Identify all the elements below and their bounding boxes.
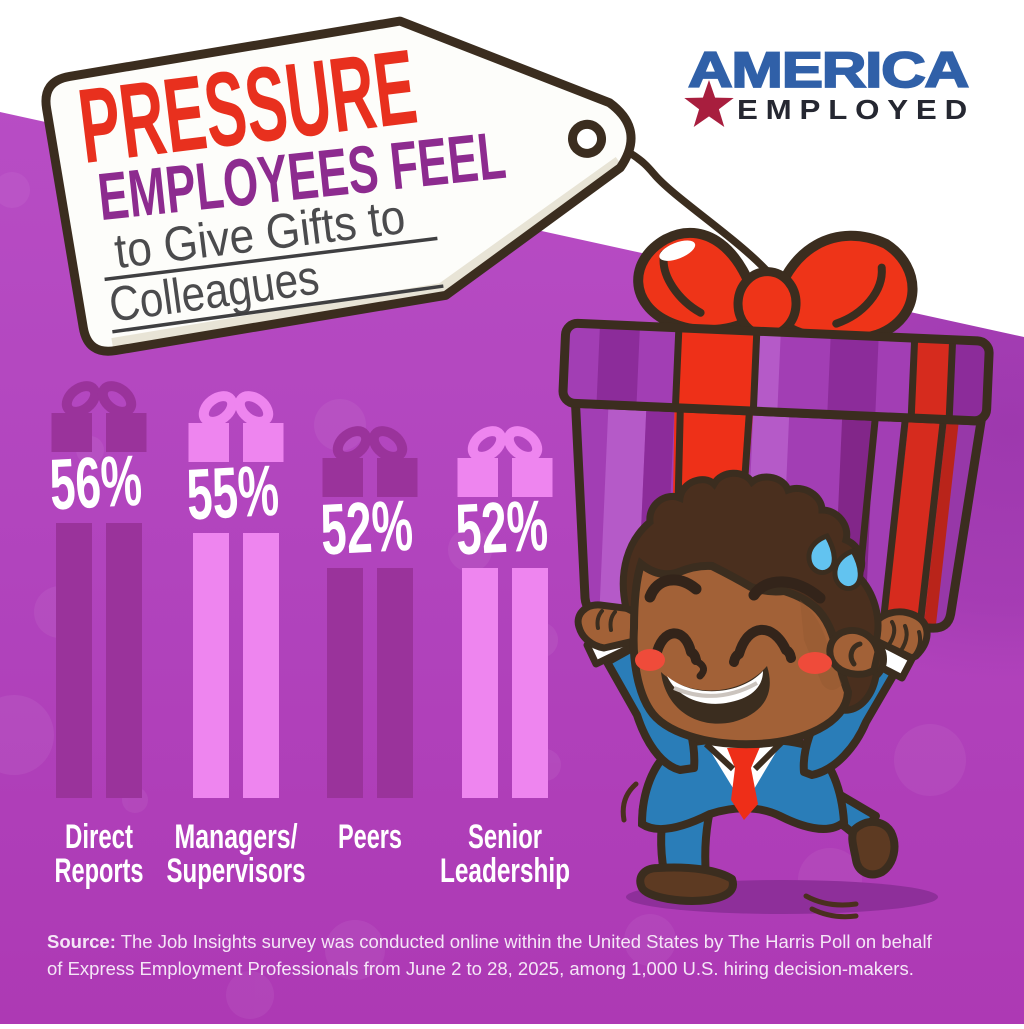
svg-text:Supervisors: Supervisors bbox=[167, 852, 306, 890]
svg-text:Leadership: Leadership bbox=[440, 852, 570, 890]
svg-text:EMPLOYED: EMPLOYED bbox=[737, 94, 975, 125]
svg-text:Managers/: Managers/ bbox=[175, 818, 298, 856]
svg-text:Peers: Peers bbox=[338, 818, 402, 856]
svg-text:AMERICA: AMERICA bbox=[688, 42, 968, 98]
svg-text:56%: 56% bbox=[48, 441, 144, 526]
svg-text:52%: 52% bbox=[319, 486, 415, 571]
svg-text:of Express Employment Professi: of Express Employment Professionals from… bbox=[47, 958, 914, 979]
svg-text:52%: 52% bbox=[454, 486, 550, 571]
svg-text:Source: The Job Insights surve: Source: The Job Insights survey was cond… bbox=[47, 931, 933, 952]
svg-text:55%: 55% bbox=[185, 451, 281, 536]
svg-text:Senior: Senior bbox=[468, 818, 542, 856]
svg-text:Reports: Reports bbox=[55, 852, 144, 890]
svg-text:Direct: Direct bbox=[65, 818, 133, 856]
